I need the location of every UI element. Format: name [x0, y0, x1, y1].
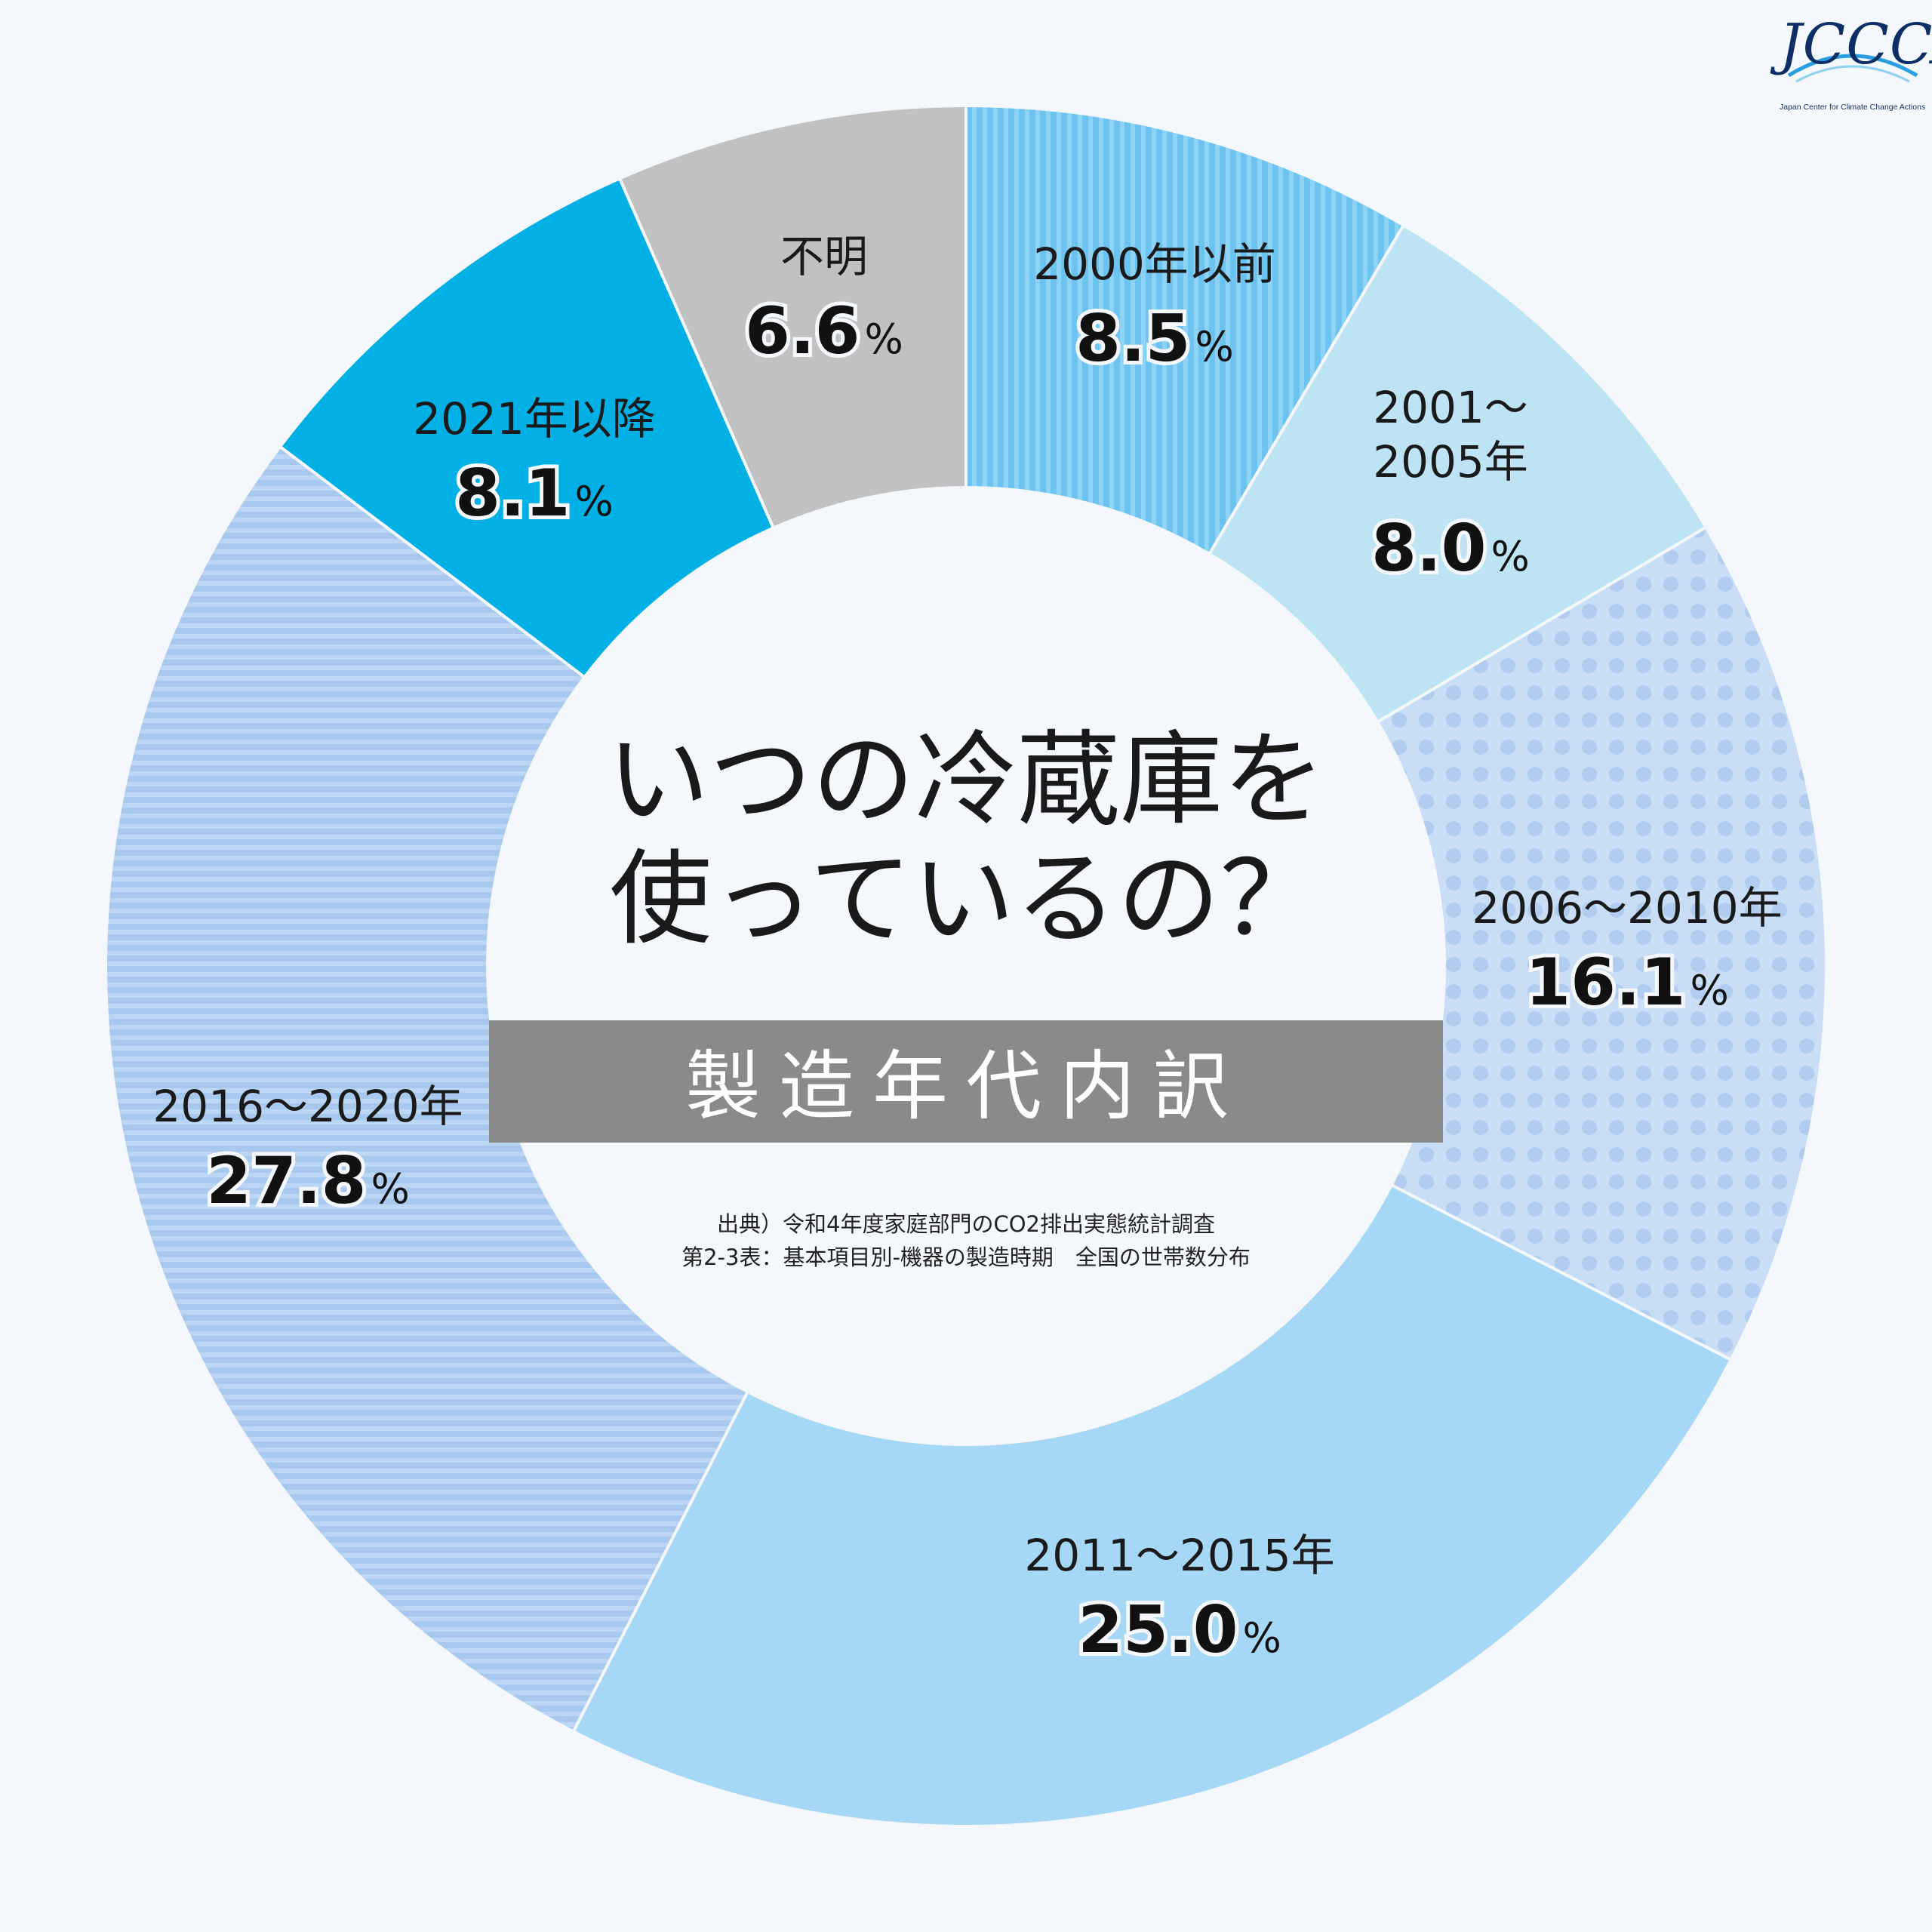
slice-value-unit-2: % — [1690, 967, 1728, 1014]
slice-label-2-line-0: 2006〜2010年 — [1472, 882, 1782, 934]
slice-label-0-line-0: 2000年以前 — [1033, 238, 1276, 290]
slice-label-4-line-0: 2016〜2020年 — [152, 1081, 463, 1132]
slice-label-1-line-0: 2001〜 — [1373, 382, 1528, 433]
center-panel: いつの冷蔵庫を 使っているの？ 製造年代内訳 出典）令和4年度家庭部門のCO2排… — [488, 488, 1444, 1444]
slice-value-unit-6: % — [865, 315, 903, 363]
logo-mark: JCCCA — [1780, 12, 1932, 77]
source-line1: 出典）令和4年度家庭部門のCO2排出実態統計調査 — [717, 1211, 1215, 1237]
center-disc — [488, 488, 1444, 1444]
slice-value-4: 27.8% — [206, 1143, 410, 1219]
slice-value-5: 8.1% — [455, 456, 614, 531]
slice-value-number-6: 6.6 — [745, 294, 860, 369]
slice-label-1-line-1: 2005年 — [1373, 436, 1528, 488]
slice-value-number-5: 8.1 — [455, 456, 570, 531]
slice-value-2: 16.1% — [1525, 945, 1729, 1020]
labels-group: 2000年以前 8.5 % 2001〜2005年 8.0 % 2006〜2010年 16.1%… — [152, 231, 1782, 1672]
center-title-line2: 使っているの？ — [609, 840, 1322, 959]
slice-2 — [1375, 525, 1828, 1362]
slice-value-unit-3: % — [1242, 1614, 1281, 1662]
center-band — [489, 1020, 1443, 1143]
slice-value-1: 8.0% — [1371, 511, 1530, 586]
slice-value-number-4: 27.8 — [206, 1143, 366, 1219]
logo-arc-icon — [1787, 54, 1918, 83]
slice-value-3: 25.0% — [1078, 1592, 1281, 1668]
slice-value-unit-1: % — [1491, 533, 1530, 580]
slice-label-6-line-0: 不明 — [780, 231, 868, 282]
jccca-logo: JCCCA Japan Center for Climate Change Ac… — [1780, 6, 1932, 119]
slice-value-number-3: 25.0 — [1078, 1592, 1238, 1668]
slice-value-unit-4: % — [371, 1165, 409, 1213]
slice-value-number-0: 8.5 — [1075, 301, 1190, 377]
slice-label-3-line-0: 2011〜2015年 — [1024, 1530, 1334, 1581]
slice-label-5-line-0: 2021年以降 — [413, 393, 656, 445]
slice-value-unit-5: % — [575, 478, 614, 525]
slice-value-number-1: 8.0 — [1371, 511, 1486, 586]
center-title-line1: いつの冷蔵庫を — [607, 721, 1325, 840]
slice-value-unit-0: % — [1195, 323, 1234, 371]
slice-value-number-2: 16.1 — [1525, 945, 1685, 1020]
slice-value-6: 6.6% — [745, 294, 903, 369]
slices-group — [104, 103, 1828, 1828]
source-line2: 第2-3表：基本項目別-機器の製造時期 全国の世帯数分布 — [681, 1244, 1251, 1270]
slice-value-0: 8.5% — [1075, 301, 1234, 377]
center-band-label: 製造年代内訳 — [685, 1042, 1247, 1131]
logo-tagline: Japan Center for Climate Change Actions — [1780, 103, 1926, 112]
